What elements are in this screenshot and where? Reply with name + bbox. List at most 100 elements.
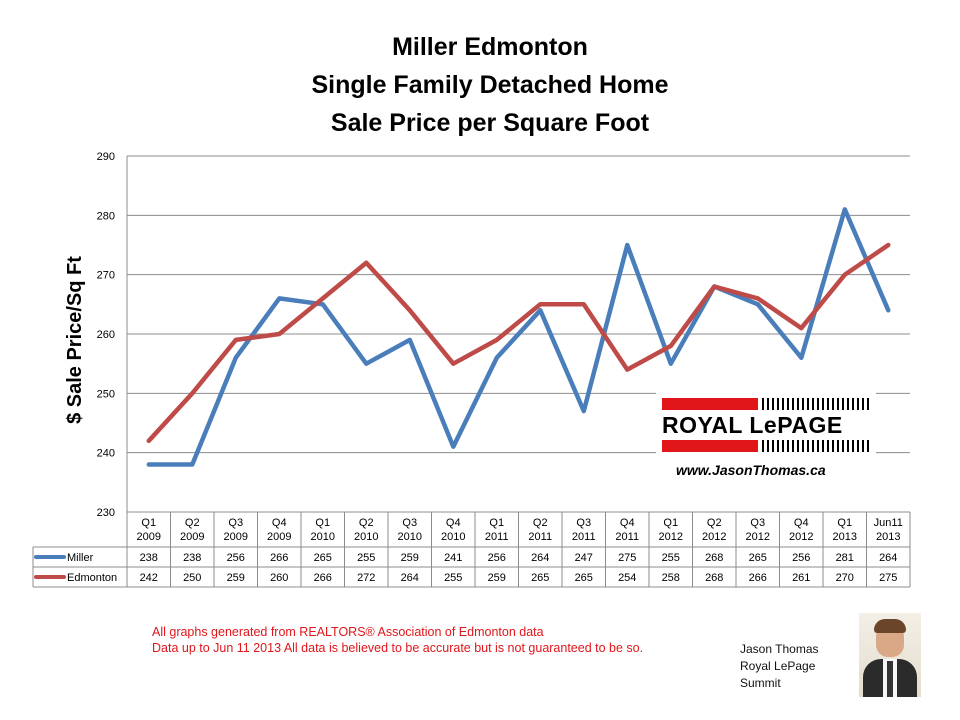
- table-value: 238: [140, 552, 158, 564]
- table-value: 256: [792, 552, 810, 564]
- table-value: 256: [227, 552, 245, 564]
- y-axis-label: $ Sale Price/Sq Ft: [64, 256, 86, 424]
- x-tick-label: Q2: [359, 517, 374, 529]
- table-value: 275: [879, 572, 897, 584]
- x-tick-label: Q1: [315, 517, 330, 529]
- x-tick-label: Q4: [272, 517, 287, 529]
- x-tick-label-year: 2012: [746, 531, 770, 543]
- x-tick-label: Q3: [228, 517, 243, 529]
- table-value: 242: [140, 572, 158, 584]
- table-value: 264: [879, 552, 897, 564]
- x-tick-label-year: 2010: [354, 531, 378, 543]
- table-value: 259: [401, 552, 419, 564]
- series-line-miller: [146, 207, 891, 467]
- table-value: 275: [618, 552, 636, 564]
- photo-tie: [887, 661, 893, 697]
- agent-name: Jason Thomas: [740, 642, 819, 656]
- x-tick-label: Q2: [185, 517, 200, 529]
- agent-company: Royal LePage: [740, 659, 816, 673]
- y-tick-label: 230: [97, 507, 115, 519]
- logo-website: www.JasonThomas.ca: [676, 462, 826, 478]
- table-value: 265: [575, 572, 593, 584]
- chart-title: Miller Edmonton Single Family Detached H…: [0, 28, 960, 142]
- disclaimer: All graphs generated from REALTORS® Asso…: [152, 624, 643, 656]
- royal-lepage-logo: ROYAL LePAGE www.JasonThomas.ca: [656, 390, 876, 490]
- x-tick-label-year: 2011: [485, 531, 509, 543]
- table-value: 266: [314, 572, 332, 584]
- agent-info: Jason Thomas Royal LePage Summit: [740, 641, 819, 692]
- legend-label-edmonton: Edmonton: [67, 572, 117, 584]
- table-value: 281: [836, 552, 854, 564]
- title-line-1: Miller Edmonton: [392, 33, 588, 61]
- x-tick-label-year: 2009: [180, 531, 204, 543]
- x-tick-label-year: 2009: [224, 531, 248, 543]
- x-tick-label: Q4: [446, 517, 461, 529]
- table-value: 241: [444, 552, 462, 564]
- logo-red-bar-top: [662, 398, 758, 410]
- x-tick-label-year: 2010: [441, 531, 465, 543]
- legend-label-miller: Miller: [67, 552, 94, 564]
- x-tick-label-year: 2012: [702, 531, 726, 543]
- table-value: 264: [401, 572, 419, 584]
- x-tick-label-year: 2011: [615, 531, 639, 543]
- disclaimer-line-1: All graphs generated from REALTORS® Asso…: [152, 625, 544, 639]
- x-tick-label-year: 2012: [659, 531, 683, 543]
- table-value: 266: [749, 572, 767, 584]
- table-value: 268: [705, 552, 723, 564]
- table-value: 256: [488, 552, 506, 564]
- x-tick-label-year: 2013: [876, 531, 900, 543]
- table-value: 255: [357, 552, 375, 564]
- x-tick-label: Jun11: [874, 517, 903, 529]
- disclaimer-line-2: Data up to Jun 11 2013 All data is belie…: [152, 641, 644, 655]
- x-tick-label-year: 2013: [833, 531, 857, 543]
- agent-office: Summit: [740, 676, 781, 690]
- logo-brand-text: ROYAL LePAGE: [662, 412, 843, 438]
- x-tick-label: Q1: [663, 517, 678, 529]
- x-tick-label: Q2: [707, 517, 722, 529]
- y-tick-label: 280: [97, 210, 115, 222]
- x-tick-label-year: 2010: [398, 531, 422, 543]
- y-tick-label: 290: [97, 151, 115, 163]
- agent-photo: [859, 613, 921, 697]
- y-tick-label: 260: [97, 329, 115, 341]
- x-tick-label: Q3: [576, 517, 591, 529]
- x-tick-label: Q1: [141, 517, 156, 529]
- x-tick-label: Q3: [402, 517, 417, 529]
- table-value: 254: [618, 572, 636, 584]
- x-tick-label: Q4: [620, 517, 635, 529]
- x-tick-label: Q3: [750, 517, 765, 529]
- table-value: 270: [836, 572, 854, 584]
- x-tick-label-year: 2011: [528, 531, 552, 543]
- table-value: 255: [444, 572, 462, 584]
- table-value: 272: [357, 572, 375, 584]
- table-value: 259: [227, 572, 245, 584]
- x-tick-label-year: 2009: [267, 531, 291, 543]
- x-tick-label-year: 2009: [137, 531, 161, 543]
- table-value: 238: [183, 552, 201, 564]
- table-value: 265: [749, 552, 767, 564]
- x-tick-label: Q1: [489, 517, 504, 529]
- table-value: 266: [270, 552, 288, 564]
- y-tick-label: 250: [97, 388, 115, 400]
- logo-red-bar-bottom: [662, 440, 758, 452]
- x-tick-label-year: 2011: [572, 531, 596, 543]
- title-line-3: Sale Price per Square Foot: [330, 109, 650, 137]
- table-value: 264: [531, 552, 549, 564]
- logo-stripes-top: [762, 398, 872, 410]
- x-tick-label-year: 2012: [789, 531, 813, 543]
- title-line-2: Single Family Detached Home: [311, 71, 669, 99]
- photo-hair: [874, 619, 906, 633]
- table-value: 250: [183, 572, 201, 584]
- x-tick-label: Q2: [533, 517, 548, 529]
- table-value: 259: [488, 572, 506, 584]
- x-tick-label-year: 2010: [311, 531, 335, 543]
- table-value: 258: [662, 572, 680, 584]
- table-value: 268: [705, 572, 723, 584]
- table-value: 255: [662, 552, 680, 564]
- x-tick-label: Q4: [794, 517, 809, 529]
- y-tick-label: 270: [97, 270, 115, 282]
- series-line-edmonton: [146, 242, 891, 444]
- table-value: 265: [531, 572, 549, 584]
- table-value: 260: [270, 572, 288, 584]
